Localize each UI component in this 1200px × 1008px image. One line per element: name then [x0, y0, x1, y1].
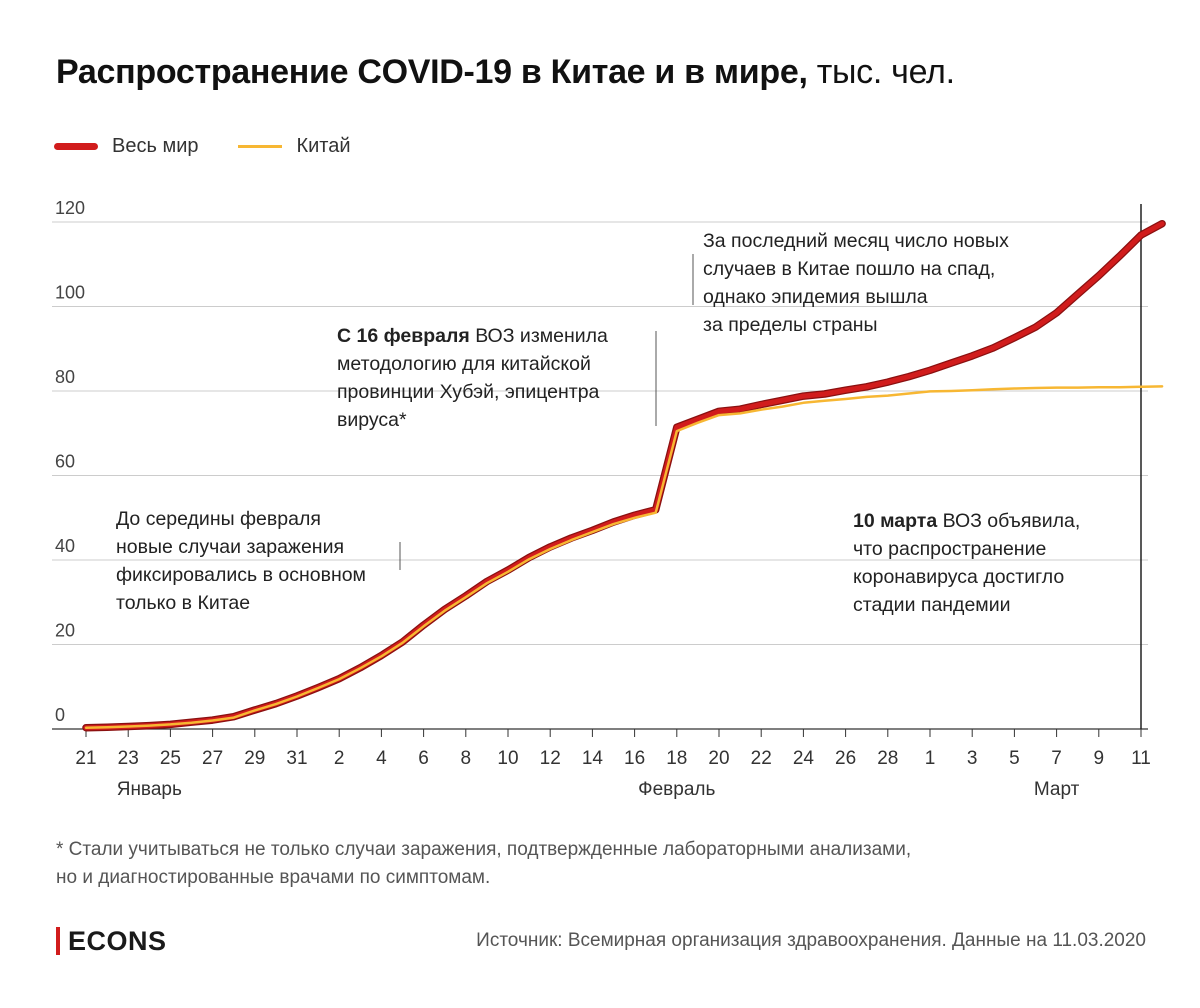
annotation-feb16-line: методологию для китайской: [337, 353, 591, 375]
x-tick-label: 8: [461, 748, 472, 769]
x-tick-label: 3: [967, 748, 978, 769]
x-tick-label: 20: [708, 748, 729, 769]
y-tick-label: 120: [55, 198, 85, 218]
y-tick-label: 20: [55, 621, 75, 641]
annotation-feb16-line: вируса*: [337, 409, 407, 431]
footnote: * Стали учитываться не только случаи зар…: [56, 836, 1146, 892]
title-main: Распространение COVID-19 в Китае и в мир…: [56, 53, 808, 91]
x-tick-label: 16: [624, 748, 645, 769]
legend-label-china: Китай: [296, 134, 351, 157]
annotation-january-line: До середины февраля: [116, 508, 321, 530]
month-label: Февраль: [638, 779, 715, 800]
series-line-china: [84, 385, 1164, 729]
month-label: Март: [1034, 779, 1080, 800]
x-tick-label: 9: [1094, 748, 1105, 769]
title-unit: тыс. чел.: [816, 53, 955, 91]
annotation-march10-bold: 10 марта: [853, 510, 937, 532]
source-note: Источник: Всемирная организация здравоох…: [476, 930, 1146, 951]
x-tick-label: 24: [793, 748, 815, 769]
x-tick-label: 5: [1009, 748, 1020, 769]
x-tick-label: 6: [418, 748, 429, 769]
legend-swatch-china: [238, 144, 283, 148]
annotation-last-month-line: случаев в Китае пошло на спад,: [703, 258, 995, 280]
annotation-march10-first-line: 10 марта ВОЗ объявила,: [853, 510, 1080, 532]
annotation-january-line: новые случаи заражения: [116, 536, 344, 558]
x-tick-label: 18: [666, 748, 687, 769]
annotation-feb16-line: провинции Хубэй, эпицентра: [337, 381, 600, 403]
x-tick-label: 2: [334, 748, 345, 769]
legend-swatch-world: [54, 142, 98, 150]
annotation-march10-line: стадии пандемии: [853, 594, 1010, 616]
annotation-feb16-text: ВОЗ изменила: [470, 325, 608, 347]
brand-bar: [56, 927, 60, 955]
x-axis: 21 23 25 27 29 31 2 4 6 8 10 12 14 16 18 20 22 24 26 28 1 3 5 7…: [52, 728, 1151, 800]
annotation-january-line: фиксировались в основном: [116, 564, 366, 586]
y-tick-label: 40: [55, 536, 75, 556]
x-tick-label: 14: [582, 748, 604, 769]
x-tick-label: 23: [118, 748, 139, 769]
annotation-last-month-line: однако эпидемия вышла: [703, 286, 928, 308]
annotation-feb16-first-line: С 16 февраля ВОЗ изменила: [337, 325, 608, 347]
annotation-last-month-line: за пределы страны: [703, 314, 878, 336]
x-tick-label: 10: [497, 748, 518, 769]
x-tick-label: 11: [1131, 748, 1151, 769]
annotation-march10-line: что распространение: [853, 538, 1046, 560]
x-tick-label: 12: [540, 748, 561, 769]
annotation-last-month: За последний месяц число новых случаев в…: [703, 230, 1009, 336]
x-tick-label: 28: [877, 748, 898, 769]
brand-name: ECONS: [68, 925, 167, 956]
y-tick-label: 0: [55, 705, 65, 725]
series-lines: [82, 219, 1166, 732]
footnote-line: * Стали учитываться не только случаи зар…: [56, 839, 912, 860]
x-tick-label: 25: [160, 748, 181, 769]
x-tick-label: 31: [286, 748, 307, 769]
x-tick-label: 21: [75, 748, 96, 769]
y-tick-label: 100: [55, 283, 85, 303]
annotation-january: До середины февраля новые случаи заражен…: [116, 508, 366, 614]
annotation-march10-text: ВОЗ объявила,: [937, 510, 1080, 532]
y-axis-ticks: 0 20 40 60 80 100 120: [55, 198, 85, 725]
annotation-march10: 10 марта ВОЗ объявила, что распространен…: [853, 510, 1080, 616]
annotation-feb16-bold: С 16 февраля: [337, 325, 470, 347]
footnote-line: но и диагностированные врачами по симпто…: [56, 867, 491, 888]
annotation-january-line: только в Китае: [116, 592, 250, 614]
x-tick-label: 1: [925, 748, 936, 769]
brand-logo: ECONS: [56, 924, 167, 958]
annotation-leaders: [399, 204, 1142, 729]
x-tick-label: 27: [202, 748, 223, 769]
x-tick-label: 4: [376, 748, 387, 769]
legend: Весь мир Китай: [54, 132, 391, 160]
x-tick-label: 22: [751, 748, 772, 769]
x-tick-label: 7: [1051, 748, 1062, 769]
page-title: Распространение COVID-19 в Китае и в мир…: [56, 50, 955, 94]
legend-label-world: Весь мир: [112, 134, 199, 157]
x-tick-label: 29: [244, 748, 265, 769]
legend-item-china: Китай: [238, 134, 351, 158]
annotation-feb16: С 16 февраля ВОЗ изменила методологию дл…: [337, 325, 608, 431]
annotation-march10-line: коронавируса достигло: [853, 566, 1064, 588]
x-tick-label: 26: [835, 748, 856, 769]
y-tick-label: 80: [55, 367, 75, 387]
month-label: Январь: [117, 779, 182, 800]
y-tick-label: 60: [55, 452, 75, 472]
annotation-last-month-line: За последний месяц число новых: [703, 230, 1009, 252]
legend-item-world: Весь мир: [54, 135, 198, 158]
